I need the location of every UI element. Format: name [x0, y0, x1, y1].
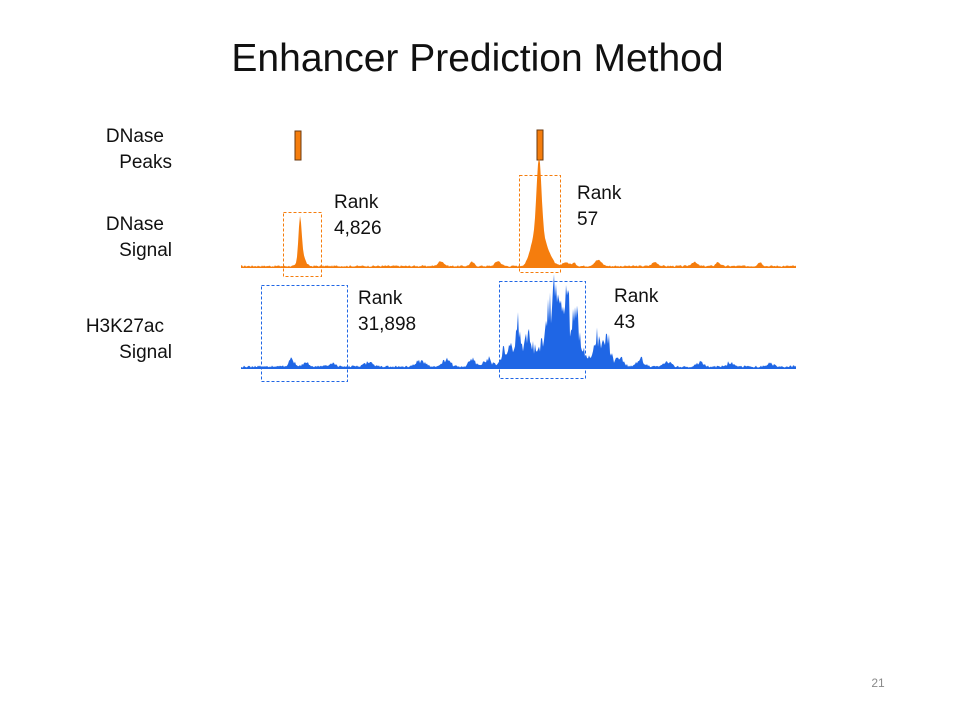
rank-dnase-left-value: 4,826 — [334, 218, 382, 239]
label-h3k27ac-signal-line1: H3K27ac — [85, 316, 164, 337]
rank-dnase-left-word: Rank — [334, 192, 379, 213]
rank-dnase-right-value: 57 — [577, 209, 599, 230]
slide-title: Enhancer Prediction Method — [231, 37, 724, 80]
page-number: 21 — [871, 676, 885, 690]
rank-dnase-right: Rank 57 — [577, 181, 621, 233]
h3k27ac-highlight-box-left — [261, 285, 348, 382]
label-dnase-signal-line1: DNase — [105, 214, 164, 235]
label-h3k27ac-signal-line2: Signal — [119, 342, 172, 363]
rank-dnase-right-word: Rank — [577, 183, 622, 204]
h3k27ac-highlight-box-right — [499, 281, 586, 379]
dnase-signal-track — [241, 157, 796, 268]
rank-h3k27ac-left: Rank 31,898 — [358, 286, 416, 338]
label-dnase-peaks-line1: DNase — [105, 126, 164, 147]
dnase-peak-marker — [536, 129, 544, 161]
rank-dnase-left: Rank 4,826 — [334, 190, 382, 242]
label-dnase-peaks-line2: Peaks — [119, 152, 172, 173]
label-dnase-signal: DNase Signal — [40, 212, 172, 264]
h3k27ac-signal-track — [241, 274, 796, 369]
rank-h3k27ac-left-word: Rank — [358, 288, 403, 309]
dnase-peak-marker — [294, 130, 302, 161]
label-dnase-signal-line2: Signal — [119, 240, 172, 261]
rank-h3k27ac-left-value: 31,898 — [358, 314, 417, 335]
label-dnase-peaks: DNase Peaks — [40, 124, 172, 176]
label-h3k27ac-signal: H3K27ac Signal — [40, 314, 172, 366]
rank-h3k27ac-right: Rank 43 — [614, 284, 658, 336]
rank-h3k27ac-right-word: Rank — [614, 286, 659, 307]
rank-h3k27ac-right-value: 43 — [614, 312, 636, 333]
dnase-highlight-box-right — [519, 175, 561, 273]
dnase-highlight-box-left — [283, 212, 322, 277]
